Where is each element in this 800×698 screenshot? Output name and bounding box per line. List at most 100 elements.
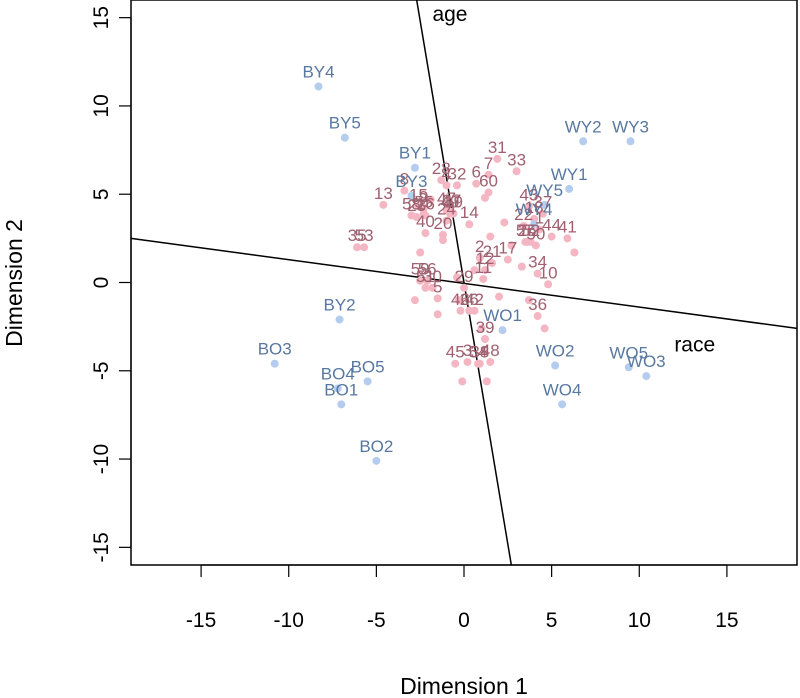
y-axis-title: Dimension 2 (1, 219, 27, 347)
subject-label: 54 (469, 343, 488, 362)
subject-label: 52 (521, 221, 540, 240)
subject-label: 17 (498, 239, 517, 258)
subject-point (500, 218, 509, 227)
stimulus-label: WY3 (612, 117, 649, 136)
subject-point (512, 167, 521, 176)
subject-point (486, 357, 495, 366)
subject-point (414, 202, 423, 211)
stimulus-label: BY3 (395, 172, 427, 191)
subject-point (452, 181, 461, 190)
subject-point (360, 243, 369, 252)
subject-points (353, 154, 572, 368)
subject-label: 20 (434, 214, 453, 233)
stimulus-point (335, 315, 344, 324)
stimulus-label: BO3 (258, 340, 292, 359)
subject-label: 5 (433, 277, 442, 296)
subject-label: 3 (463, 341, 472, 360)
stimulus-label: BO5 (351, 357, 385, 376)
y-tick-label: 15 (90, 6, 113, 29)
subject-point (540, 324, 549, 333)
axis-line-label-age: age (432, 3, 467, 26)
subject-label: 14 (460, 203, 479, 222)
stimulus-label: BO1 (324, 380, 358, 399)
x-tick-label: 5 (546, 609, 558, 632)
subject-label: 4 (442, 164, 451, 183)
subject-point (475, 253, 484, 262)
x-axis: -15 -10 -5 0 5 10 15 (186, 564, 739, 632)
subject-point (535, 225, 544, 234)
stimulus-label: WO3 (627, 352, 666, 371)
x-tick-label: 10 (628, 609, 651, 632)
stimulus-point (270, 359, 279, 368)
stimulus-point (540, 200, 549, 209)
subject-label: 26 (460, 290, 479, 309)
subject-point (437, 176, 446, 185)
subject-label: 2 (475, 237, 484, 256)
subject-point (477, 324, 486, 333)
stimulus-point (372, 456, 381, 465)
subject-label: 29 (455, 267, 474, 286)
subject-label: 12 (476, 249, 495, 268)
stimulus-label: BY5 (329, 114, 361, 133)
subject-point (423, 276, 432, 285)
x-tick-label: 15 (715, 609, 738, 632)
subject-point (481, 266, 490, 275)
subject-point (416, 276, 425, 285)
subject-point (470, 306, 479, 315)
stimulus-point (407, 191, 416, 200)
subject-label: 18 (525, 198, 544, 217)
subject-label: 36 (528, 295, 547, 314)
subject-point (503, 255, 512, 264)
subject-point (484, 170, 493, 179)
stimulus-label: WO1 (483, 306, 522, 325)
subject-point (452, 273, 461, 282)
stimulus-label: WY5 (526, 181, 563, 200)
subject-label: 38 (470, 343, 489, 362)
subject-label: 57 (516, 221, 535, 240)
x-tick-label: 0 (458, 609, 470, 632)
subject-point (400, 186, 409, 195)
subject-label: 21 (483, 242, 502, 261)
subject-label: 42 (465, 290, 484, 309)
direction-labels: age race (432, 3, 715, 356)
subject-point (410, 296, 419, 305)
subject-point (442, 181, 451, 190)
subject-label: 7 (484, 154, 493, 173)
subject-label: 22 (514, 205, 533, 224)
x-tick-label: -15 (186, 609, 216, 632)
subject-point (407, 211, 416, 220)
subject-point (454, 296, 463, 305)
axis-line-race (130, 237, 798, 330)
stimulus-point (340, 133, 349, 142)
subject-point (463, 357, 472, 366)
x-axis-title: Dimension 1 (400, 673, 528, 698)
subject-point (570, 248, 579, 257)
subject-label: 47 (437, 189, 456, 208)
subject-point (482, 377, 491, 386)
subject-label: 19 (444, 193, 463, 212)
stimulus-point (498, 326, 507, 335)
stimulus-label: WO5 (609, 343, 648, 362)
stimulus-point (363, 377, 372, 386)
subject-label: 60 (479, 171, 498, 190)
subject-point (547, 232, 556, 241)
subject-label: 39 (476, 318, 495, 337)
stimulus-label: WO4 (543, 380, 582, 399)
subject-label: 37 (533, 193, 552, 212)
subject-label: 51 (416, 267, 435, 286)
subject-point (472, 179, 481, 188)
subject-point (426, 195, 435, 204)
subject-point (421, 229, 430, 238)
stimulus-point (642, 372, 651, 381)
subject-label: 45 (446, 343, 465, 362)
subject-label: 34 (528, 253, 547, 272)
subject-point (519, 222, 528, 230)
subject-point (538, 209, 547, 218)
axis-lines (130, 0, 798, 566)
subject-point (486, 232, 495, 241)
subject-label: 15 (409, 186, 428, 205)
x-tick-label: -10 (274, 609, 304, 632)
subject-point (438, 230, 447, 239)
subject-label: 1 (535, 209, 544, 228)
